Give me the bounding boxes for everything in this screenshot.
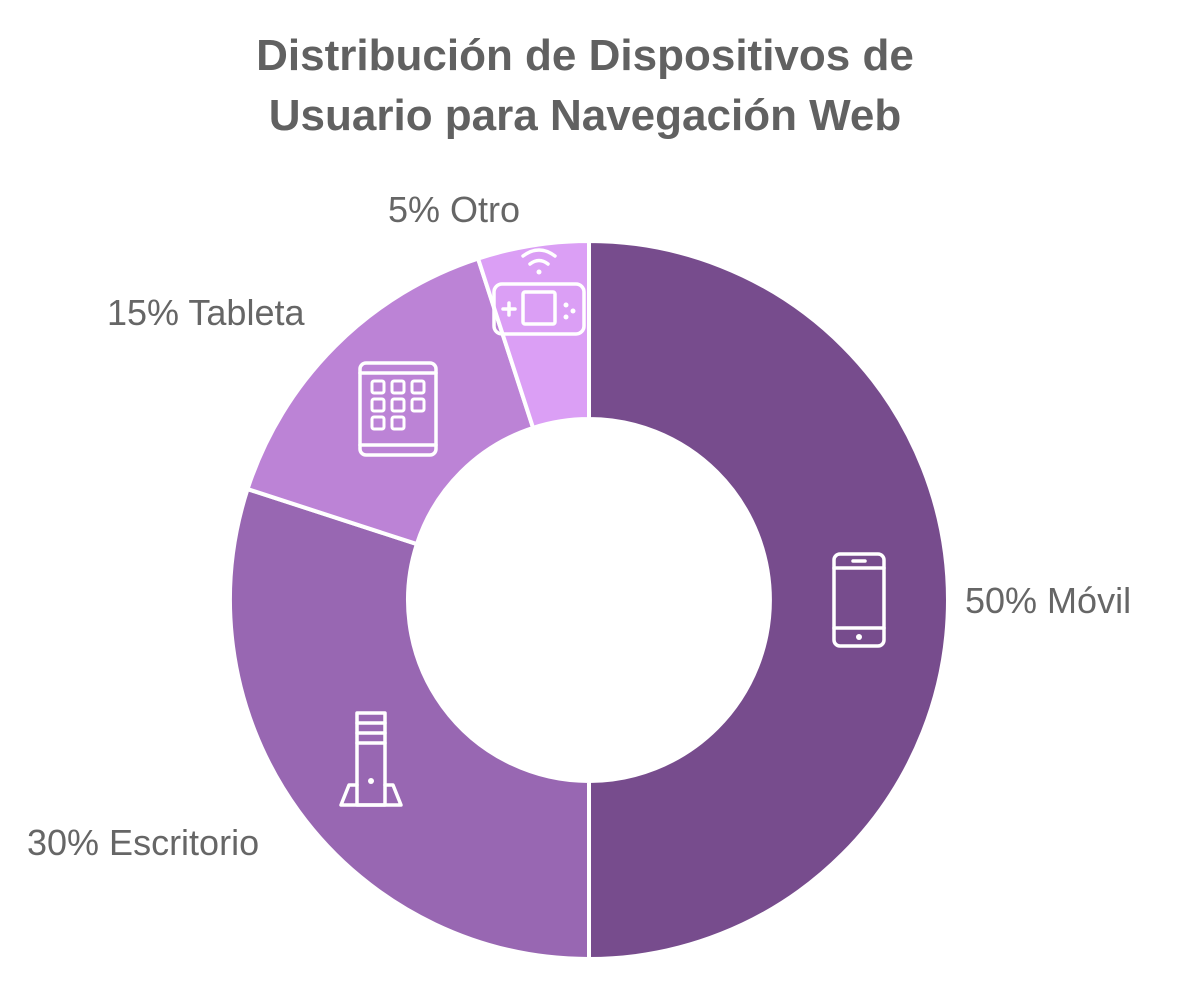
slice-label-móvil: 50% Móvil	[965, 580, 1131, 621]
smartphone-icon	[832, 552, 886, 648]
slice-label-tableta: 15% Tableta	[107, 292, 305, 333]
slice-móvil	[587, 238, 950, 962]
tablet-icon	[358, 361, 438, 457]
desktop-tower-icon	[339, 711, 403, 807]
chart-title-line-1: Distribución de Dispositivos de	[256, 31, 914, 80]
slice-escritorio	[228, 486, 591, 962]
slice-label-escritorio: 30% Escritorio	[27, 822, 259, 863]
icons-layer	[339, 248, 886, 807]
slice-label-otro: 5% Otro	[388, 189, 520, 230]
chart-title-line-2: Usuario para Navegación Web	[269, 91, 902, 140]
slices-layer	[228, 238, 950, 962]
labels-layer: 50% Móvil 30% Escritorio 15% Tableta 5% Otr…	[27, 189, 1131, 863]
handheld-console-icon	[492, 248, 586, 336]
slice-tableta	[245, 256, 536, 547]
